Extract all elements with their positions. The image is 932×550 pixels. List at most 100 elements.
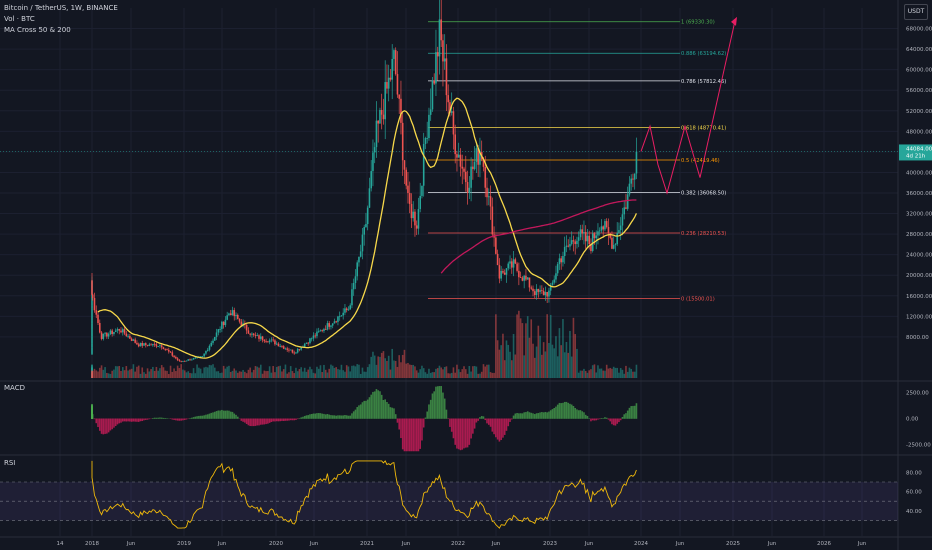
- price-axis-label: 48000.00: [906, 129, 932, 135]
- macd-bar: [433, 391, 435, 419]
- macd-bar: [328, 414, 330, 419]
- macd-bar: [321, 413, 323, 419]
- macd-pane-label[interactable]: MACD: [4, 384, 25, 392]
- macd-bar: [229, 411, 232, 419]
- candle-body: [274, 340, 276, 345]
- candle-body: [574, 241, 576, 245]
- macd-bar: [422, 418, 425, 428]
- candle-body: [155, 344, 158, 347]
- macd-bar: [607, 418, 610, 420]
- candle-body: [340, 315, 343, 317]
- macd-bar: [505, 418, 508, 431]
- candle-body: [91, 308, 93, 321]
- projection-arrow[interactable]: [640, 16, 737, 195]
- volume-bar: [167, 373, 170, 378]
- macd-bar: [457, 418, 460, 450]
- macd-bar: [277, 418, 280, 422]
- volume-bar: [342, 370, 344, 378]
- ma-legend[interactable]: MA Cross 50 & 200: [4, 26, 71, 34]
- volume-bar: [510, 360, 513, 378]
- volume-bar: [544, 351, 547, 378]
- macd-bar: [435, 386, 437, 419]
- candle-body: [393, 50, 395, 59]
- volume-bar: [198, 367, 200, 378]
- candle-body: [401, 122, 404, 161]
- volume-bar: [614, 367, 617, 378]
- candle-body: [335, 321, 337, 323]
- volume-bar: [123, 370, 126, 378]
- candle-body: [206, 349, 209, 351]
- candle-body: [91, 323, 93, 330]
- volume-bar: [424, 372, 427, 378]
- fib-level-label: 0.236 (28210.53): [681, 231, 726, 237]
- macd-bar: [628, 407, 631, 419]
- candle-body: [553, 279, 555, 283]
- macd-bar: [125, 418, 128, 422]
- macd-bar: [175, 418, 177, 421]
- volume-bar: [379, 356, 381, 378]
- fibonacci-retracement[interactable]: 1 (69330.30) 0.886 (63194.62) 0.786 (57812…: [428, 20, 726, 303]
- candle-body: [258, 335, 260, 339]
- volume-bar: [254, 366, 257, 378]
- macd-bar: [447, 418, 449, 420]
- candle-body: [148, 344, 151, 346]
- volume-bar: [560, 345, 562, 378]
- macd-bar: [541, 412, 543, 419]
- candle-body: [91, 284, 93, 295]
- macd-bar: [152, 418, 154, 419]
- candle-body: [435, 52, 437, 84]
- macd-bar: [414, 418, 416, 452]
- macd-bar: [183, 418, 186, 420]
- symbol-title[interactable]: Bitcoin / TetherUS, 1W, BINANCE: [4, 4, 118, 12]
- candle-body: [175, 356, 177, 359]
- candle-body: [502, 271, 504, 273]
- candle-body: [498, 265, 501, 279]
- candle-body: [91, 343, 93, 348]
- volume-bar: [215, 371, 218, 378]
- candle-body: [591, 233, 594, 252]
- rsi-pane-label[interactable]: RSI: [4, 459, 16, 467]
- volume-bar: [595, 372, 597, 378]
- volume-bar: [310, 369, 313, 378]
- macd-bar: [324, 414, 327, 419]
- volume-bar: [535, 346, 538, 378]
- candle-body: [326, 323, 329, 330]
- macd-bar: [591, 418, 594, 421]
- macd-bar: [323, 413, 325, 419]
- volume-bar: [356, 364, 358, 378]
- macd-bar: [333, 415, 336, 419]
- macd-bar: [347, 415, 350, 419]
- macd-bar: [314, 413, 316, 419]
- candle-body: [519, 277, 522, 278]
- volume-bar: [475, 366, 478, 378]
- candle-body: [345, 308, 348, 311]
- candle-body: [414, 211, 416, 226]
- macd-bar: [567, 402, 569, 419]
- currency-button[interactable]: USDT: [904, 4, 928, 20]
- macd-bar: [391, 407, 393, 419]
- volume-bar: [464, 369, 467, 378]
- volume-bar: [95, 370, 98, 378]
- volume-bar: [236, 372, 239, 378]
- macd-bar: [602, 418, 604, 419]
- candle-body: [351, 289, 353, 306]
- candle-body: [310, 338, 313, 340]
- macd-bar: [375, 389, 378, 419]
- candle-body: [512, 259, 515, 268]
- candle-body: [106, 332, 108, 337]
- candle-body: [303, 343, 306, 347]
- volume-legend[interactable]: Vol · BTC: [4, 15, 35, 23]
- volume-bar: [454, 372, 456, 378]
- price-axis-label: 24000.00: [906, 253, 932, 259]
- candle-body: [424, 138, 427, 145]
- candle-body: [579, 229, 582, 238]
- volume-bar: [512, 333, 515, 378]
- candle-body: [442, 40, 444, 62]
- volume-bar: [530, 319, 533, 378]
- macd-bar: [583, 412, 585, 419]
- volume-bar: [518, 310, 520, 378]
- volume-bar: [111, 370, 113, 378]
- macd-bar: [495, 418, 497, 438]
- macd-bar: [162, 417, 165, 419]
